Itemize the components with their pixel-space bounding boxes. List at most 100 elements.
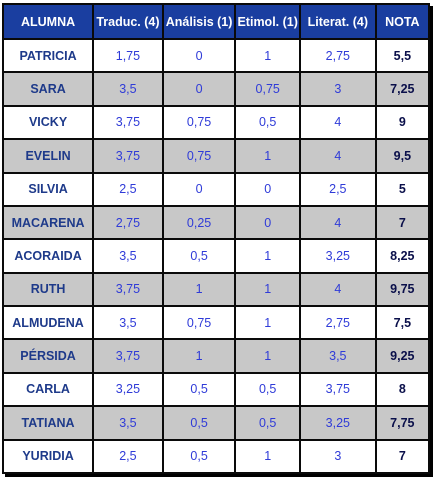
nota-score: 7 — [376, 206, 430, 241]
nota-score: 9,75 — [376, 273, 430, 307]
student-name: PÉRSIDA — [4, 340, 95, 374]
nota-score: 5,5 — [376, 40, 430, 74]
nota-score: 7,25 — [376, 73, 430, 107]
literat-score: 2,5 — [300, 173, 377, 207]
analisis-score: 0,5 — [163, 440, 237, 474]
literat-score: 4 — [300, 140, 377, 174]
student-name: MACARENA — [4, 206, 95, 241]
header-alumna: ALUMNA — [4, 5, 95, 40]
traduc-score: 3,75 — [94, 106, 164, 141]
traduc-score: 2,5 — [94, 440, 164, 474]
analisis-score: 1 — [163, 273, 237, 307]
traduc-score: 3,75 — [94, 140, 164, 174]
literat-score: 4 — [300, 273, 377, 307]
etimol-score: 1 — [236, 440, 301, 474]
literat-score: 3,25 — [300, 240, 377, 274]
traduc-score: 3,75 — [94, 273, 164, 307]
table-row: YURIDIA 2,5 0,5 1 3 7 — [4, 440, 430, 474]
grades-table: ALUMNA Traduc. (4) Análisis (1) Etimol. … — [2, 3, 430, 474]
table-row: RUTH 3,75 1 1 4 9,75 — [4, 273, 430, 307]
etimol-score: 1 — [236, 40, 301, 74]
nota-score: 7,5 — [376, 307, 430, 341]
analisis-score: 0,5 — [163, 240, 237, 274]
header-analisis: Análisis (1) — [163, 5, 237, 40]
nota-score: 5 — [376, 173, 430, 207]
student-name: RUTH — [4, 273, 95, 307]
student-name: EVELIN — [4, 140, 95, 174]
nota-score: 9,25 — [376, 340, 430, 374]
grades-table-frame: ALUMNA Traduc. (4) Análisis (1) Etimol. … — [2, 3, 430, 474]
traduc-score: 3,25 — [94, 373, 164, 408]
table-row: MACARENA 2,75 0,25 0 4 7 — [4, 206, 430, 241]
analisis-score: 0,75 — [163, 106, 237, 141]
student-name: SARA — [4, 73, 95, 107]
grades-body: PATRICIA 1,75 0 1 2,75 5,5 SARA 3,5 0 0,75 3 7,25 VI… — [4, 40, 430, 474]
student-name: ACORAIDA — [4, 240, 95, 274]
literat-score: 4 — [300, 106, 377, 141]
analisis-score: 0,5 — [163, 407, 237, 441]
analisis-score: 0,5 — [163, 373, 237, 408]
traduc-score: 1,75 — [94, 40, 164, 74]
table-row: EVELIN 3,75 0,75 1 4 9,5 — [4, 140, 430, 174]
analisis-score: 0 — [163, 40, 237, 74]
literat-score: 3 — [300, 440, 377, 474]
table-row: ALMUDENA 3,5 0,75 1 2,75 7,5 — [4, 307, 430, 341]
analisis-score: 0,75 — [163, 140, 237, 174]
etimol-score: 1 — [236, 240, 301, 274]
header-etimol: Etimol. (1) — [236, 5, 301, 40]
student-name: SILVIA — [4, 173, 95, 207]
traduc-score: 3,5 — [94, 73, 164, 107]
header-nota: NOTA — [376, 5, 430, 40]
student-name: VICKY — [4, 106, 95, 141]
table-row: TATIANA 3,5 0,5 0,5 3,25 7,75 — [4, 407, 430, 441]
nota-score: 8,25 — [376, 240, 430, 274]
analisis-score: 0,25 — [163, 206, 237, 241]
literat-score: 3,5 — [300, 340, 377, 374]
nota-score: 7 — [376, 440, 430, 474]
etimol-score: 1 — [236, 273, 301, 307]
student-name: ALMUDENA — [4, 307, 95, 341]
etimol-score: 1 — [236, 340, 301, 374]
literat-score: 3,25 — [300, 407, 377, 441]
etimol-score: 0,5 — [236, 106, 301, 141]
etimol-score: 0 — [236, 206, 301, 241]
header-row: ALUMNA Traduc. (4) Análisis (1) Etimol. … — [4, 5, 430, 40]
nota-score: 9 — [376, 106, 430, 141]
analisis-score: 0 — [163, 173, 237, 207]
literat-score: 3 — [300, 73, 377, 107]
table-row: SILVIA 2,5 0 0 2,5 5 — [4, 173, 430, 207]
table-row: VICKY 3,75 0,75 0,5 4 9 — [4, 106, 430, 141]
student-name: CARLA — [4, 373, 95, 408]
etimol-score: 0,5 — [236, 373, 301, 408]
traduc-score: 2,75 — [94, 206, 164, 241]
literat-score: 3,75 — [300, 373, 377, 408]
traduc-score: 3,75 — [94, 340, 164, 374]
traduc-score: 2,5 — [94, 173, 164, 207]
header-traduc: Traduc. (4) — [94, 5, 164, 40]
nota-score: 9,5 — [376, 140, 430, 174]
table-row: SARA 3,5 0 0,75 3 7,25 — [4, 73, 430, 107]
etimol-score: 0,75 — [236, 73, 301, 107]
student-name: YURIDIA — [4, 440, 95, 474]
analisis-score: 0 — [163, 73, 237, 107]
literat-score: 4 — [300, 206, 377, 241]
analisis-score: 0,75 — [163, 307, 237, 341]
traduc-score: 3,5 — [94, 307, 164, 341]
literat-score: 2,75 — [300, 307, 377, 341]
nota-score: 8 — [376, 373, 430, 408]
table-row: ACORAIDA 3,5 0,5 1 3,25 8,25 — [4, 240, 430, 274]
student-name: TATIANA — [4, 407, 95, 441]
etimol-score: 0 — [236, 173, 301, 207]
student-name: PATRICIA — [4, 40, 95, 74]
header-literat: Literat. (4) — [300, 5, 377, 40]
table-row: PÉRSIDA 3,75 1 1 3,5 9,25 — [4, 340, 430, 374]
traduc-score: 3,5 — [94, 407, 164, 441]
traduc-score: 3,5 — [94, 240, 164, 274]
analisis-score: 1 — [163, 340, 237, 374]
nota-score: 7,75 — [376, 407, 430, 441]
etimol-score: 0,5 — [236, 407, 301, 441]
etimol-score: 1 — [236, 307, 301, 341]
literat-score: 2,75 — [300, 40, 377, 74]
table-row: CARLA 3,25 0,5 0,5 3,75 8 — [4, 373, 430, 408]
etimol-score: 1 — [236, 140, 301, 174]
